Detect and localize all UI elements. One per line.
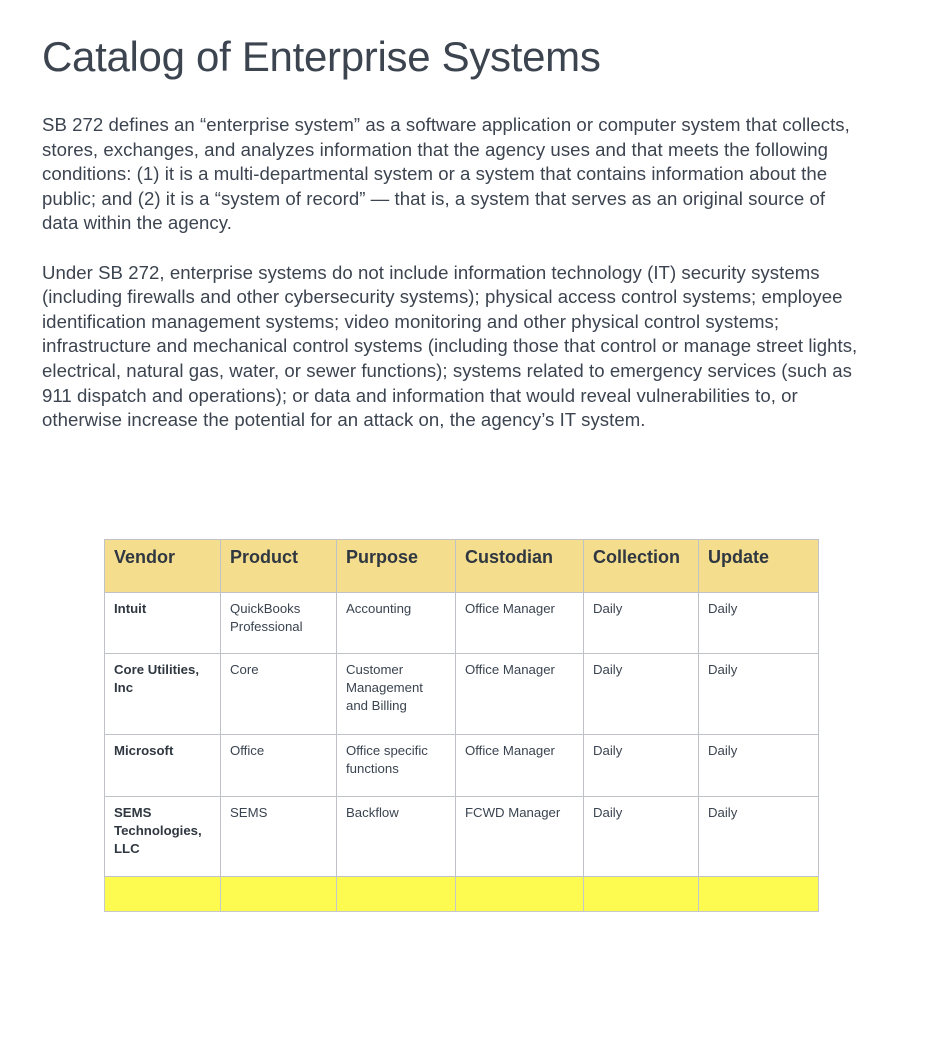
cell-vendor: SEMS Technologies, LLC	[104, 796, 221, 877]
cell-vendor	[104, 876, 221, 912]
cell-update: Daily	[698, 796, 819, 877]
cell-vendor: Intuit	[104, 592, 221, 654]
cell-purpose: Accounting	[336, 592, 456, 654]
cell-custodian: Office Manager	[455, 653, 584, 735]
table-row-empty	[104, 876, 819, 912]
cell-custodian: Office Manager	[455, 592, 584, 654]
cell-product: QuickBooks Professional	[220, 592, 337, 654]
table-row: Core Utilities, Inc Core Customer Manage…	[104, 653, 819, 735]
cell-custodian: Office Manager	[455, 734, 584, 797]
column-header-product: Product	[220, 539, 337, 593]
column-header-vendor: Vendor	[104, 539, 221, 593]
column-header-purpose: Purpose	[336, 539, 456, 593]
cell-update: Daily	[698, 653, 819, 735]
cell-purpose	[336, 876, 456, 912]
cell-product: Office	[220, 734, 337, 797]
document-body: SB 272 defines an “enterprise system” as…	[42, 113, 860, 433]
catalog-table: Vendor Product Purpose Custodian Collect…	[104, 539, 819, 912]
cell-collection: Daily	[583, 653, 699, 735]
cell-vendor: Microsoft	[104, 734, 221, 797]
cell-purpose: Customer Management and Billing	[336, 653, 456, 735]
cell-purpose: Office specific functions	[336, 734, 456, 797]
cell-collection: Daily	[583, 796, 699, 877]
cell-update	[698, 876, 819, 912]
cell-custodian: FCWD Manager	[455, 796, 584, 877]
table-body: Intuit QuickBooks Professional Accountin…	[104, 592, 819, 912]
cell-product: Core	[220, 653, 337, 735]
column-header-update: Update	[698, 539, 819, 593]
table-row: SEMS Technologies, LLC SEMS Backflow FCW…	[104, 796, 819, 877]
cell-product	[220, 876, 337, 912]
cell-collection: Daily	[583, 592, 699, 654]
catalog-table-container: Vendor Product Purpose Custodian Collect…	[104, 539, 819, 912]
table-header-row: Vendor Product Purpose Custodian Collect…	[104, 539, 819, 593]
table-row: Intuit QuickBooks Professional Accountin…	[104, 592, 819, 654]
cell-collection: Daily	[583, 734, 699, 797]
paragraph-definition: SB 272 defines an “enterprise system” as…	[42, 114, 850, 234]
cell-vendor: Core Utilities, Inc	[104, 653, 221, 735]
table-row: Microsoft Office Office specific functio…	[104, 734, 819, 797]
cell-update: Daily	[698, 592, 819, 654]
cell-product: SEMS	[220, 796, 337, 877]
cell-purpose: Backflow	[336, 796, 456, 877]
column-header-custodian: Custodian	[455, 539, 584, 593]
cell-collection	[583, 876, 699, 912]
paragraph-exclusions: Under SB 272, enterprise systems do not …	[42, 261, 858, 431]
page-title: Catalog of Enterprise Systems	[42, 33, 601, 80]
cell-custodian	[455, 876, 584, 912]
cell-update: Daily	[698, 734, 819, 797]
column-header-collection: Collection	[583, 539, 699, 593]
table-header: Vendor Product Purpose Custodian Collect…	[104, 539, 819, 593]
